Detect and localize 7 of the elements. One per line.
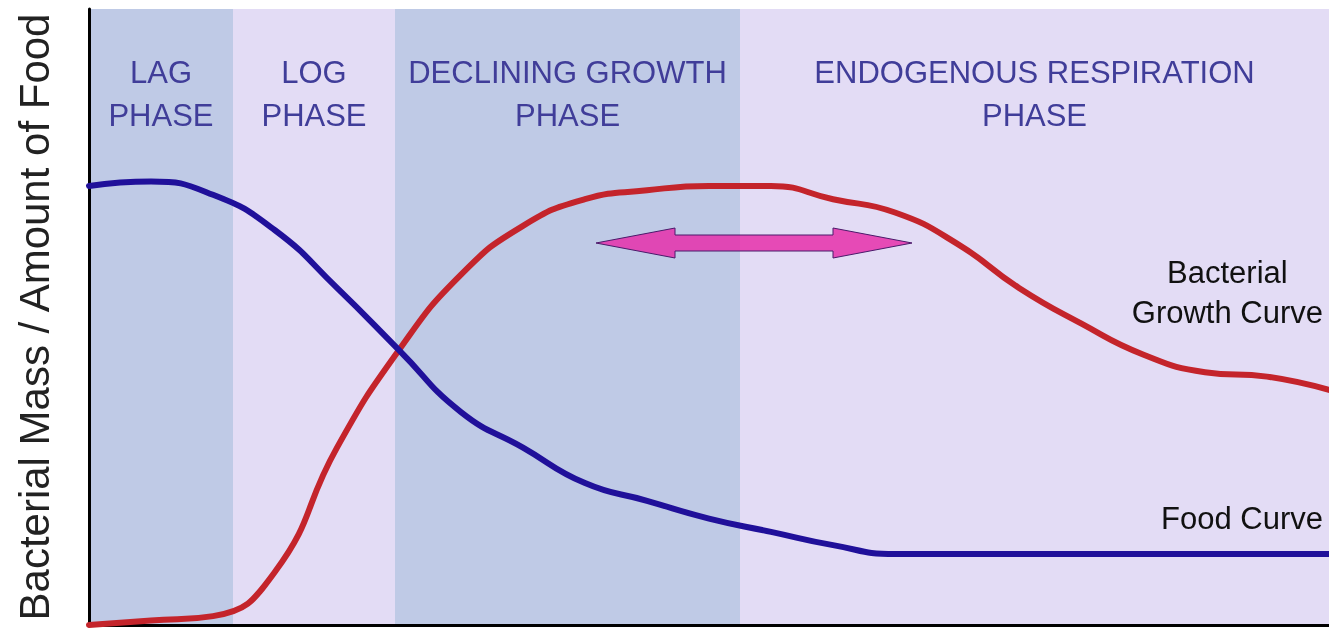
text: LOG PHASE — [261, 55, 367, 133]
y-axis-title: Bacterial Mass / Amount of Food — [10, 13, 58, 621]
series-label: Food Curve — [1161, 500, 1323, 536]
text: ENDOGENOUS RESPIRATION PHASE — [814, 55, 1255, 133]
text: LAG PHASE — [108, 55, 214, 133]
series-label: Bacterial Growth Curve — [1131, 255, 1324, 331]
text: DECLINING GROWTH PHASE — [408, 55, 727, 133]
